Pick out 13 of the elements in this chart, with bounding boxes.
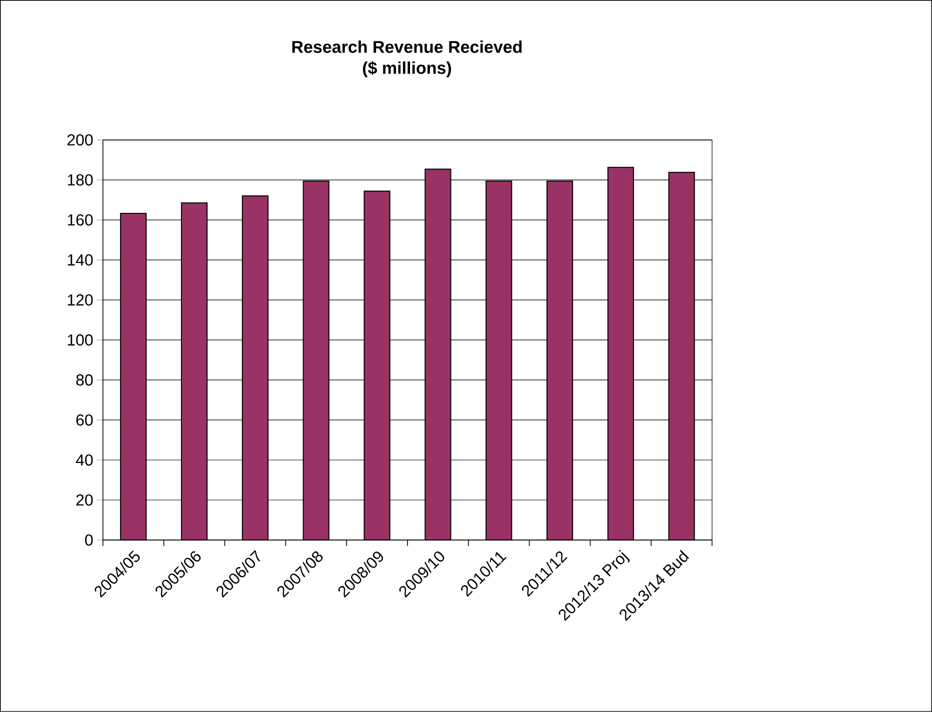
y-tick-label: 100 [68, 334, 93, 346]
y-tick-label: 60 [76, 414, 93, 426]
chart-subtitle: ($ millions) [362, 61, 452, 78]
y-tick-label: 120 [68, 294, 93, 306]
y-tick-label: 20 [76, 494, 93, 506]
y-tick-label: 80 [76, 374, 93, 386]
chart-title: Research Revenue Recieved [292, 40, 522, 53]
y-tick-label: 40 [76, 454, 93, 466]
y-tick-label: 180 [68, 174, 93, 186]
y-tick-label: 140 [68, 254, 93, 266]
y-tick-label: 0 [85, 534, 93, 546]
y-tick-label: 200 [67, 134, 93, 146]
y-tick-label: 160 [68, 214, 93, 226]
